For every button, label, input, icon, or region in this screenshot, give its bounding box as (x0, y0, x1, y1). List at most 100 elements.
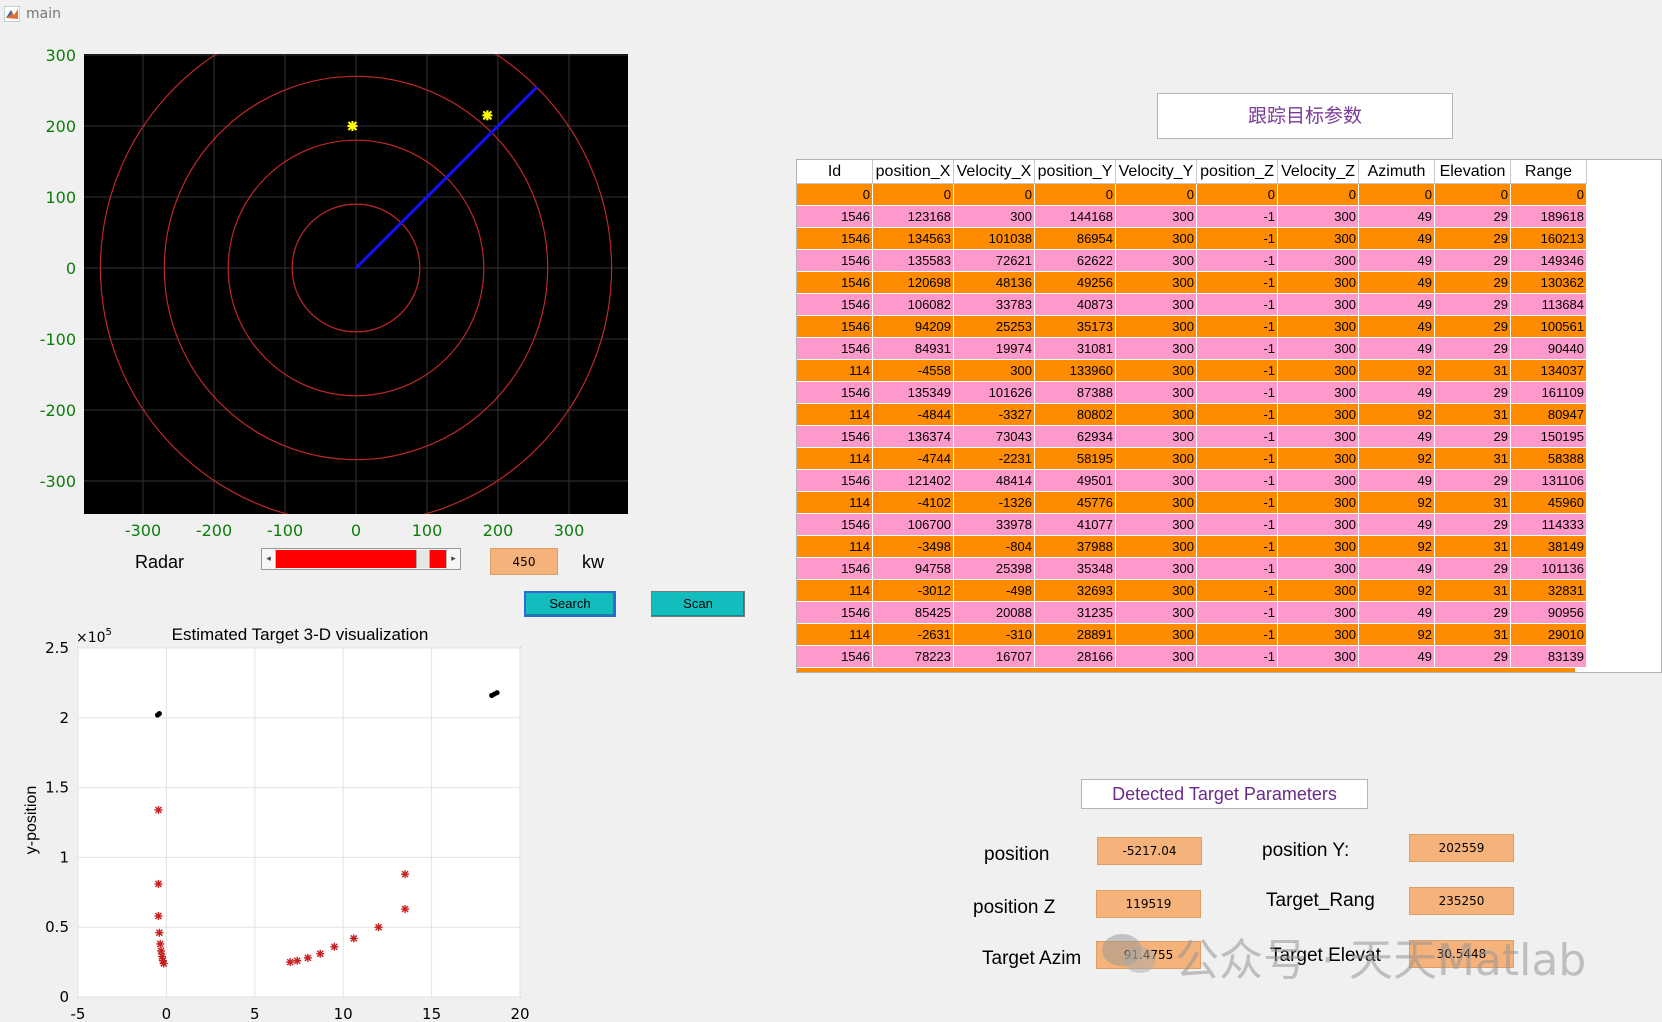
power-slider[interactable]: ◂ ▸ (261, 548, 461, 570)
table-cell[interactable]: 300 (1277, 469, 1359, 492)
table-cell[interactable]: -3498 (872, 535, 954, 558)
table-row[interactable]: 1546 123168 300 144168 300 -1 300 49 29 189618 (797, 205, 1587, 228)
table-cell[interactable]: 49 (1358, 381, 1435, 404)
table-cell[interactable]: -4102 (872, 491, 954, 514)
table-cell[interactable]: 1546 (797, 205, 873, 228)
table-cell[interactable]: -1 (1196, 359, 1278, 382)
table-cell[interactable]: 29 (1434, 557, 1511, 580)
table-cell[interactable]: -1 (1196, 601, 1278, 624)
table-row[interactable]: 1546 78223 16707 28166 300 -1 300 49 29 83139 (797, 645, 1587, 668)
table-row[interactable]: 1546 106082 33783 40873 300 -1 300 49 29 113684 (797, 293, 1587, 316)
table-cell[interactable]: 92 (1358, 491, 1435, 514)
table-cell[interactable]: 130362 (1510, 271, 1587, 294)
table-cell[interactable]: 106082 (872, 293, 954, 316)
table-cell[interactable]: 29 (1434, 425, 1511, 448)
table-cell[interactable]: 37988 (1034, 535, 1116, 558)
table-cell[interactable]: 300 (1277, 293, 1359, 316)
table-cell[interactable]: 80947 (1510, 403, 1587, 426)
table-cell[interactable]: 1546 (797, 381, 873, 404)
table-cell[interactable]: 35348 (1034, 557, 1116, 580)
tracking-table[interactable]: Id position_X Velocity_X position_Y Velocity… (796, 159, 1662, 673)
table-cell[interactable]: -1 (1196, 447, 1278, 470)
table-cell[interactable]: 300 (1115, 425, 1197, 448)
table-cell[interactable]: 49 (1358, 315, 1435, 338)
table-cell[interactable]: 0 (872, 183, 954, 206)
table-cell[interactable]: 32693 (1034, 579, 1116, 602)
table-cell[interactable]: 1546 (797, 425, 873, 448)
table-cell[interactable]: 49256 (1034, 271, 1116, 294)
table-cell[interactable]: 1546 (797, 337, 873, 360)
table-cell[interactable]: 0 (1434, 183, 1511, 206)
table-row[interactable]: 114 -4844 -3327 80802 300 -1 300 92 31 80947 (797, 403, 1587, 426)
table-row[interactable]: 114 -4102 -1326 45776 300 -1 300 92 31 45960 (797, 491, 1587, 514)
table-cell[interactable]: 29 (1434, 469, 1511, 492)
table-cell[interactable]: -1 (1196, 557, 1278, 580)
table-cell[interactable]: -1 (1196, 623, 1278, 646)
table-cell[interactable]: 62622 (1034, 249, 1116, 272)
table-cell[interactable]: 123168 (872, 205, 954, 228)
search-button[interactable]: Search (524, 591, 616, 617)
table-cell[interactable]: 101136 (1510, 557, 1587, 580)
table-cell[interactable]: 29 (1434, 601, 1511, 624)
table-cell[interactable]: 94758 (872, 557, 954, 580)
table-cell[interactable]: 48136 (953, 271, 1035, 294)
table-cell[interactable]: 135349 (872, 381, 954, 404)
table-cell[interactable]: 32831 (1510, 579, 1587, 602)
table-cell[interactable]: 149346 (1510, 249, 1587, 272)
table-cell[interactable]: 94209 (872, 315, 954, 338)
table-cell[interactable]: -2631 (872, 623, 954, 646)
slider-track[interactable] (276, 550, 446, 568)
table-cell[interactable]: -4744 (872, 447, 954, 470)
table-cell[interactable]: 1546 (797, 271, 873, 294)
table-cell[interactable]: 300 (1115, 469, 1197, 492)
table-cell[interactable]: 300 (1115, 447, 1197, 470)
table-cell[interactable]: -1326 (953, 491, 1035, 514)
table-cell[interactable]: 300 (1277, 491, 1359, 514)
table-cell[interactable]: 114 (797, 535, 873, 558)
table-cell[interactable]: 20088 (953, 601, 1035, 624)
table-cell[interactable]: 300 (1277, 403, 1359, 426)
table-row[interactable]: 1546 134563 101038 86954 300 -1 300 49 29 160213 (797, 227, 1587, 250)
slider-thumb[interactable] (416, 550, 430, 568)
table-cell[interactable]: 92 (1358, 623, 1435, 646)
table-cell[interactable]: -1 (1196, 469, 1278, 492)
table-cell[interactable]: 1546 (797, 601, 873, 624)
table-cell[interactable]: 0 (1196, 183, 1278, 206)
table-cell[interactable]: 101626 (953, 381, 1035, 404)
table-cell[interactable]: -804 (953, 535, 1035, 558)
table-cell[interactable]: 131106 (1510, 469, 1587, 492)
table-cell[interactable]: -3012 (872, 579, 954, 602)
table-cell[interactable]: 106700 (872, 513, 954, 536)
table-cell[interactable]: 73043 (953, 425, 1035, 448)
table-cell[interactable]: 161109 (1510, 381, 1587, 404)
table-cell[interactable]: 48414 (953, 469, 1035, 492)
table-cell[interactable]: -4844 (872, 403, 954, 426)
table-cell[interactable]: 300 (1277, 623, 1359, 646)
table-cell[interactable]: 84931 (872, 337, 954, 360)
table-cell[interactable]: -1 (1196, 271, 1278, 294)
table-cell[interactable]: 0 (1115, 183, 1197, 206)
table-cell[interactable]: 38149 (1510, 535, 1587, 558)
table-row[interactable]: 114 -4558 300 133960 300 -1 300 92 31 134037 (797, 359, 1587, 382)
table-cell[interactable]: -4558 (872, 359, 954, 382)
table-cell[interactable]: 29 (1434, 249, 1511, 272)
table-cell[interactable]: 33978 (953, 513, 1035, 536)
table-cell[interactable]: 300 (1277, 271, 1359, 294)
table-cell[interactable]: 49 (1358, 227, 1435, 250)
table-cell[interactable]: 78223 (872, 645, 954, 668)
table-cell[interactable]: -1 (1196, 513, 1278, 536)
table-cell[interactable]: 29 (1434, 205, 1511, 228)
table-cell[interactable]: 300 (1277, 535, 1359, 558)
table-cell[interactable]: 92 (1358, 447, 1435, 470)
table-cell[interactable]: 90440 (1510, 337, 1587, 360)
table-cell[interactable]: 41077 (1034, 513, 1116, 536)
table-cell[interactable]: 90956 (1510, 601, 1587, 624)
table-row[interactable]: 1546 85425 20088 31235 300 -1 300 49 29 90956 (797, 601, 1587, 624)
table-cell[interactable]: 114 (797, 623, 873, 646)
table-cell[interactable]: 300 (1115, 337, 1197, 360)
table-cell[interactable]: 135583 (872, 249, 954, 272)
table-cell[interactable]: 300 (1115, 293, 1197, 316)
table-cell[interactable]: 0 (1510, 183, 1587, 206)
table-cell[interactable]: 29 (1434, 513, 1511, 536)
table-cell[interactable]: -1 (1196, 381, 1278, 404)
